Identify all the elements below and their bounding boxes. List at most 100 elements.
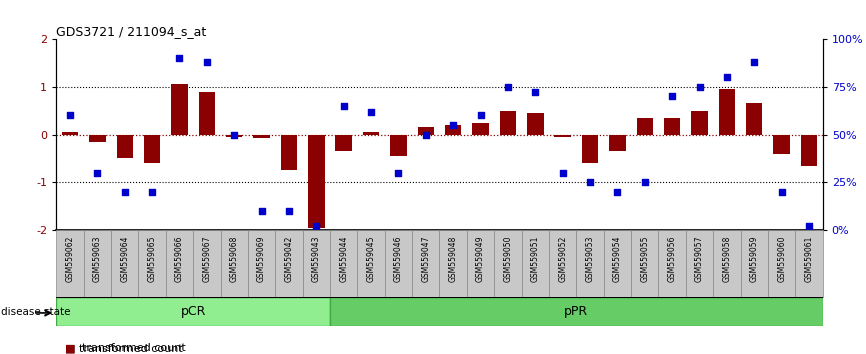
Bar xyxy=(746,103,762,135)
Bar xyxy=(248,230,275,297)
Bar xyxy=(308,135,325,228)
Bar xyxy=(56,230,84,297)
Bar xyxy=(330,230,358,297)
Text: transformed count: transformed count xyxy=(82,343,186,353)
Bar xyxy=(445,125,462,135)
Text: GSM559054: GSM559054 xyxy=(613,235,622,282)
Text: GSM559053: GSM559053 xyxy=(585,235,595,282)
Text: GSM559058: GSM559058 xyxy=(722,235,732,282)
Point xyxy=(419,132,433,137)
Point xyxy=(528,90,542,95)
Bar xyxy=(549,230,577,297)
Point xyxy=(638,179,652,185)
Bar xyxy=(467,230,494,297)
Bar xyxy=(385,230,412,297)
Text: ■ transformed count: ■ transformed count xyxy=(65,343,183,353)
Bar xyxy=(281,135,297,170)
Bar xyxy=(719,89,735,135)
Point xyxy=(337,103,351,109)
Text: GSM559057: GSM559057 xyxy=(695,235,704,282)
Bar xyxy=(417,127,434,135)
Point xyxy=(63,113,77,118)
Bar xyxy=(139,230,165,297)
Bar xyxy=(577,230,604,297)
Text: GSM559061: GSM559061 xyxy=(805,235,813,282)
Bar xyxy=(691,110,708,135)
Bar xyxy=(391,135,407,156)
Bar xyxy=(801,135,818,166)
Bar xyxy=(193,230,221,297)
Point xyxy=(747,59,761,65)
Point xyxy=(255,208,268,214)
Bar xyxy=(686,230,714,297)
Point xyxy=(474,113,488,118)
Bar xyxy=(768,230,795,297)
Point xyxy=(693,84,707,90)
Bar xyxy=(335,135,352,151)
Bar xyxy=(582,135,598,163)
Bar xyxy=(773,135,790,154)
Bar xyxy=(494,230,521,297)
Bar xyxy=(412,230,439,297)
Point xyxy=(446,122,460,128)
Text: GSM559045: GSM559045 xyxy=(366,235,376,282)
Point xyxy=(583,179,597,185)
Bar xyxy=(117,135,132,159)
Text: GSM559063: GSM559063 xyxy=(93,235,102,282)
Bar xyxy=(198,92,215,135)
Text: GSM559060: GSM559060 xyxy=(777,235,786,282)
Point xyxy=(145,189,159,195)
Bar xyxy=(330,297,823,326)
Point xyxy=(200,59,214,65)
Text: GSM559065: GSM559065 xyxy=(147,235,157,282)
Text: GSM559051: GSM559051 xyxy=(531,235,540,282)
Text: GSM559042: GSM559042 xyxy=(284,235,294,282)
Bar xyxy=(171,84,188,135)
Bar xyxy=(165,230,193,297)
Bar xyxy=(521,230,549,297)
Point xyxy=(775,189,789,195)
Bar xyxy=(500,110,516,135)
Bar xyxy=(664,118,681,135)
Text: GSM559050: GSM559050 xyxy=(503,235,513,282)
Point xyxy=(556,170,570,176)
Text: GSM559069: GSM559069 xyxy=(257,235,266,282)
Bar xyxy=(358,230,385,297)
Bar xyxy=(89,135,106,142)
Bar xyxy=(56,297,330,326)
Text: GSM559067: GSM559067 xyxy=(203,235,211,282)
Point xyxy=(118,189,132,195)
Bar xyxy=(527,113,544,135)
Text: GSM559059: GSM559059 xyxy=(750,235,759,282)
Text: GSM559052: GSM559052 xyxy=(559,235,567,282)
Bar xyxy=(439,230,467,297)
Bar xyxy=(554,135,571,137)
Bar xyxy=(61,132,78,135)
Bar xyxy=(363,132,379,135)
Text: GSM559047: GSM559047 xyxy=(422,235,430,282)
Bar xyxy=(714,230,740,297)
Point xyxy=(720,74,734,80)
Bar xyxy=(221,230,248,297)
Bar xyxy=(631,230,658,297)
Point xyxy=(90,170,104,176)
Text: GSM559056: GSM559056 xyxy=(668,235,676,282)
Point xyxy=(501,84,515,90)
Point xyxy=(611,189,624,195)
Text: GSM559043: GSM559043 xyxy=(312,235,320,282)
Point xyxy=(364,109,378,114)
Text: GSM559048: GSM559048 xyxy=(449,235,457,282)
Point xyxy=(665,93,679,99)
Text: GSM559068: GSM559068 xyxy=(229,235,239,282)
Text: GDS3721 / 211094_s_at: GDS3721 / 211094_s_at xyxy=(56,25,206,38)
Text: GSM559055: GSM559055 xyxy=(640,235,650,282)
Text: GSM559044: GSM559044 xyxy=(339,235,348,282)
Text: GSM559064: GSM559064 xyxy=(120,235,129,282)
Bar xyxy=(740,230,768,297)
Text: GSM559066: GSM559066 xyxy=(175,235,184,282)
Text: GSM559046: GSM559046 xyxy=(394,235,403,282)
Bar xyxy=(226,135,242,137)
Text: GSM559049: GSM559049 xyxy=(476,235,485,282)
Bar xyxy=(254,135,270,138)
Bar xyxy=(604,230,631,297)
